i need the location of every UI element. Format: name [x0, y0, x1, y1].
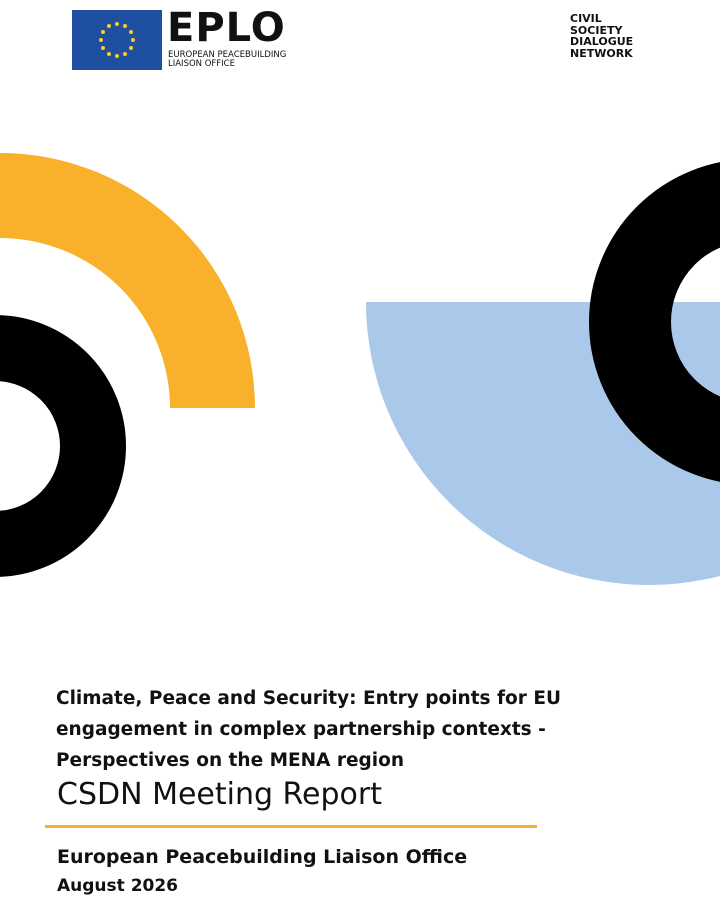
report-type: CSDN Meeting Report — [57, 777, 383, 812]
divider — [45, 825, 537, 828]
black-ring-left — [0, 315, 126, 577]
black-ring-right — [589, 162, 720, 482]
logo-subtitle: European Peacebuilding Liaison Office — [168, 50, 287, 69]
logo-name: EPLO — [167, 5, 286, 51]
eu-flag — [72, 10, 162, 70]
date: August 2026 — [57, 876, 179, 896]
organization: European Peacebuilding Liaison Office — [57, 846, 468, 868]
report-title: Climate, Peace and Security: Entry point… — [56, 688, 561, 771]
network-name: CIVIL SOCIETY DIALOGUE NETWORK — [570, 12, 634, 60]
eu-stars — [99, 22, 135, 58]
yellow-arc — [0, 153, 255, 408]
